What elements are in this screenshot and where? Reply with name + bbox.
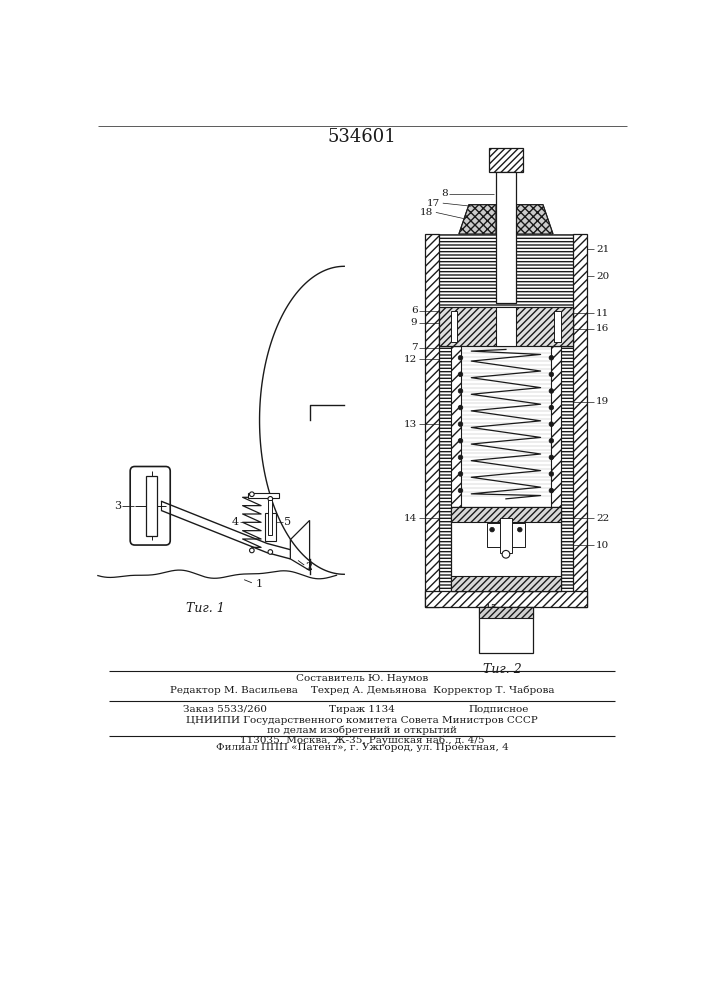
Circle shape	[549, 422, 554, 426]
Circle shape	[458, 372, 463, 377]
Text: 11: 11	[596, 309, 609, 318]
Circle shape	[458, 355, 463, 360]
Circle shape	[458, 472, 463, 476]
Circle shape	[250, 492, 254, 497]
Text: 19: 19	[596, 397, 609, 406]
Circle shape	[490, 527, 494, 532]
Circle shape	[458, 438, 463, 443]
Bar	[439, 307, 573, 346]
Text: 113035, Москва, Ж-35, Раушская наб., д. 4/5: 113035, Москва, Ж-35, Раушская наб., д. …	[240, 736, 484, 745]
Bar	[439, 234, 573, 307]
Bar	[486, 523, 501, 547]
FancyBboxPatch shape	[130, 466, 170, 545]
Text: Редактор М. Васильева    Техред А. Демьянова  Корректор Т. Чаброва: Редактор М. Васильева Техред А. Демьянов…	[170, 685, 554, 695]
Text: 10: 10	[596, 541, 609, 550]
Text: 4: 4	[232, 517, 239, 527]
Circle shape	[502, 550, 510, 558]
Bar	[496, 307, 516, 346]
Polygon shape	[459, 205, 496, 234]
Circle shape	[549, 355, 554, 360]
Circle shape	[518, 527, 522, 532]
Text: 1: 1	[256, 579, 263, 589]
Bar	[554, 311, 561, 342]
Text: Заказ 5533/260: Заказ 5533/260	[182, 705, 267, 714]
Text: Тираж 1134: Тираж 1134	[329, 705, 395, 714]
Bar	[496, 172, 516, 303]
Bar	[489, 148, 523, 172]
Text: 9: 9	[411, 318, 417, 327]
Circle shape	[549, 405, 554, 410]
Text: 21: 21	[596, 245, 609, 254]
Bar	[500, 518, 512, 553]
Text: 16: 16	[596, 324, 609, 333]
Circle shape	[268, 497, 273, 501]
Circle shape	[549, 455, 554, 460]
Text: Составитель Ю. Наумов: Составитель Ю. Наумов	[296, 674, 428, 683]
Circle shape	[458, 422, 463, 426]
Circle shape	[458, 455, 463, 460]
Text: Подписное: Подписное	[469, 705, 529, 714]
Text: 2: 2	[305, 562, 313, 572]
Bar	[479, 607, 533, 653]
Circle shape	[549, 438, 554, 443]
Polygon shape	[291, 520, 310, 570]
Bar	[451, 346, 460, 507]
Text: 20: 20	[596, 272, 609, 281]
Bar	[451, 576, 561, 591]
Polygon shape	[516, 205, 553, 234]
Circle shape	[458, 488, 463, 493]
Bar	[425, 591, 587, 607]
Bar	[511, 523, 525, 547]
Bar	[265, 513, 276, 541]
Text: 17: 17	[427, 199, 440, 208]
Text: 6: 6	[411, 306, 417, 315]
Text: 14: 14	[404, 514, 417, 523]
Text: 18: 18	[419, 208, 433, 217]
Bar	[561, 307, 573, 591]
Text: 534601: 534601	[327, 128, 397, 146]
Text: 3: 3	[114, 501, 121, 511]
Text: 13: 13	[404, 420, 417, 429]
Text: 7: 7	[411, 343, 417, 352]
Circle shape	[458, 389, 463, 393]
Bar	[146, 476, 157, 536]
Circle shape	[458, 405, 463, 410]
Bar	[451, 507, 561, 522]
Bar	[269, 500, 272, 535]
Text: 12: 12	[404, 355, 417, 364]
Text: Τиг. 2: Τиг. 2	[483, 663, 522, 676]
Text: 22: 22	[596, 514, 609, 523]
Bar	[479, 607, 533, 618]
Circle shape	[549, 389, 554, 393]
Text: Филиал ППП «Патент», г. Ужгород, ул. Проектная, 4: Филиал ППП «Патент», г. Ужгород, ул. Про…	[216, 743, 508, 752]
Circle shape	[549, 472, 554, 476]
Bar	[451, 507, 561, 591]
Text: 5: 5	[284, 517, 291, 527]
Bar	[551, 346, 561, 507]
Bar	[248, 493, 279, 498]
Text: 8: 8	[440, 189, 448, 198]
Text: 15: 15	[485, 604, 498, 613]
Bar	[439, 307, 451, 591]
Bar	[425, 234, 439, 607]
Bar	[451, 311, 457, 342]
Circle shape	[250, 548, 254, 553]
Text: Τиг. 1: Τиг. 1	[186, 602, 225, 615]
Text: ЦНИИПИ Государственного комитета Совета Министров СССР: ЦНИИПИ Государственного комитета Совета …	[186, 716, 538, 725]
Circle shape	[549, 372, 554, 377]
Text: по делам изобретений и открытий: по делам изобретений и открытий	[267, 726, 457, 735]
Circle shape	[268, 550, 273, 554]
Bar	[573, 234, 587, 607]
Circle shape	[549, 488, 554, 493]
